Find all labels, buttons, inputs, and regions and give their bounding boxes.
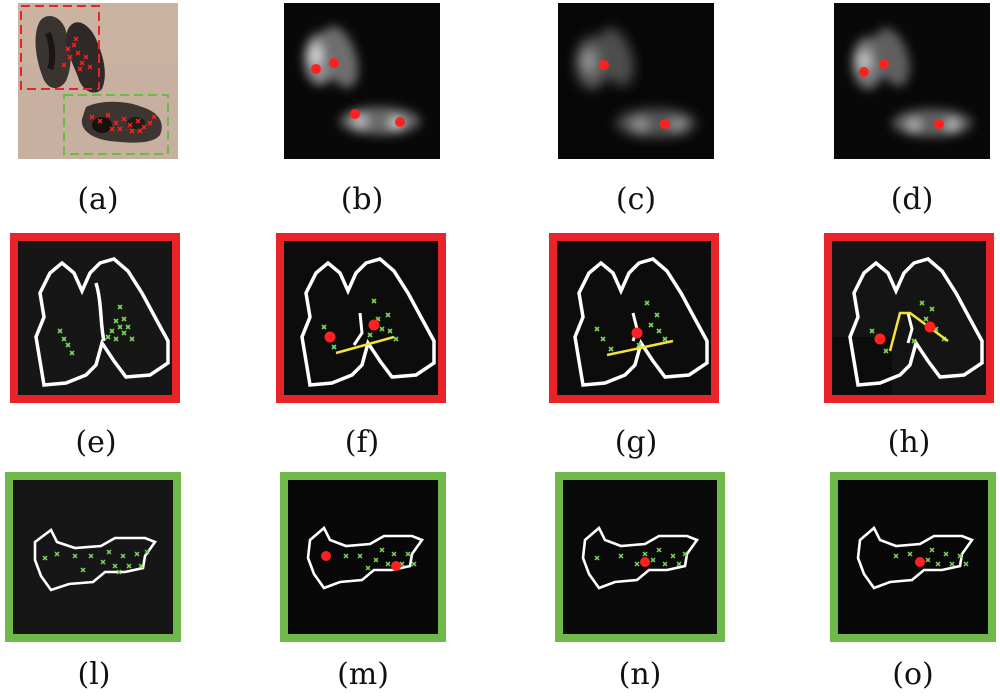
- caption-g: (g): [614, 425, 658, 460]
- center-dot: [311, 64, 321, 74]
- panel-n-contour: [555, 472, 725, 642]
- center-dot: [395, 117, 405, 127]
- caption-d: (d): [890, 182, 934, 217]
- panel-b-intensity: [284, 3, 440, 159]
- caption-m: (m): [337, 657, 389, 692]
- caption-h: (h): [887, 425, 931, 460]
- center-dot: [879, 59, 889, 69]
- center-dot: [640, 557, 650, 567]
- center-dot: [350, 109, 360, 119]
- center-dot: [599, 60, 609, 70]
- panel-d-intensity: [834, 3, 990, 159]
- panel-f-contour: [276, 233, 446, 403]
- caption-e: (e): [75, 425, 117, 460]
- feature-marks-red: [61, 36, 157, 134]
- panel-c-intensity: [558, 3, 714, 159]
- caption-b: (b): [340, 182, 384, 217]
- center-dot: [324, 331, 336, 343]
- center-dot: [934, 119, 944, 129]
- panel-l-contour: [5, 472, 181, 642]
- panel-g-contour: [549, 233, 719, 403]
- panel-h-contour: [824, 233, 994, 403]
- caption-f: (f): [344, 425, 380, 460]
- center-dot: [329, 58, 339, 68]
- caption-c: (c): [615, 182, 657, 217]
- panel-m-contour: [280, 472, 446, 642]
- center-dot: [631, 327, 643, 339]
- caption-l: (l): [77, 657, 111, 692]
- split-line: [606, 339, 674, 357]
- panel-a-photo: [18, 3, 178, 159]
- caption-a: (a): [77, 182, 119, 217]
- center-dot: [660, 119, 670, 129]
- center-dot: [874, 333, 886, 345]
- panel-o-contour: [830, 472, 996, 642]
- center-dot: [368, 319, 380, 331]
- split-line: [335, 335, 395, 355]
- caption-o: (o): [892, 657, 934, 692]
- center-dot: [859, 67, 869, 77]
- caption-n: (n): [618, 657, 662, 692]
- panel-e-contour: [10, 233, 180, 403]
- center-dot: [321, 551, 331, 561]
- center-dot: [391, 561, 401, 571]
- center-dot: [924, 321, 936, 333]
- center-dot: [915, 557, 925, 567]
